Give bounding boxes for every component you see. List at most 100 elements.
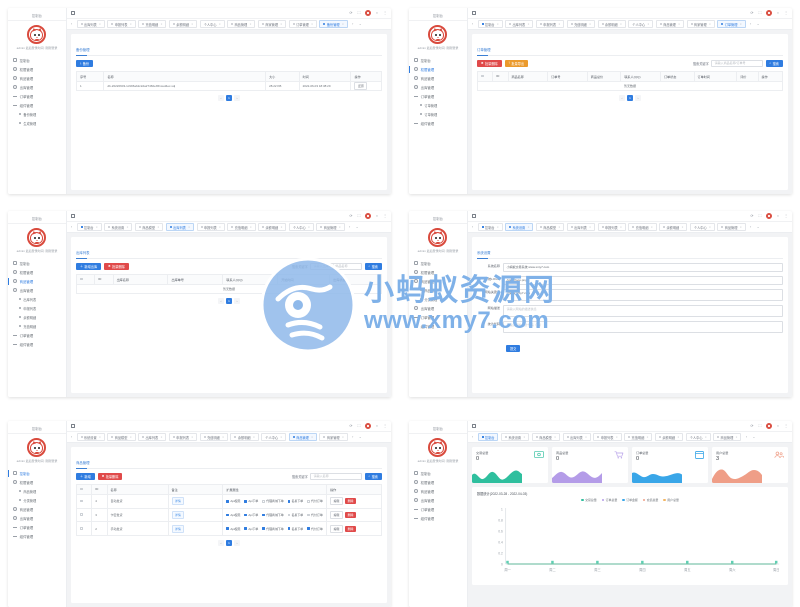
theme-icon[interactable]: ▪: [376, 214, 378, 218]
sidebar-item-order[interactable]: 订单管理: [409, 313, 467, 322]
close-icon[interactable]: ×: [311, 22, 313, 26]
tab-declare-list[interactable]: 申报列表 ×: [168, 433, 198, 441]
page-1[interactable]: 1: [627, 95, 633, 102]
close-icon[interactable]: ×: [342, 22, 344, 26]
tab-declare-list[interactable]: 申报列表 ×: [535, 20, 565, 28]
sidebar-item-component[interactable]: 组件管理: [409, 322, 467, 331]
tab-scroll-left[interactable]: ‹: [471, 435, 474, 439]
tab-recharge-detail[interactable]: 充值明细 ×: [628, 223, 657, 231]
more-icon[interactable]: ⋮: [383, 214, 387, 218]
tab-dashboard[interactable]: 控制台 ×: [76, 223, 102, 231]
tab-scroll-right[interactable]: ›: [749, 225, 752, 229]
sidebar-item-dashboard[interactable]: 控制台: [409, 56, 467, 65]
sidebar-subitem-order-mgmt[interactable]: 订单管理: [409, 101, 467, 110]
add-button[interactable]: ＋新增: [76, 472, 95, 480]
tab-dashboard[interactable]: 控制台 ×: [477, 223, 503, 231]
tab-declare-list[interactable]: 申报列表 ×: [107, 20, 136, 28]
tab-profile[interactable]: 个人中心 ×: [199, 20, 225, 28]
close-icon[interactable]: ×: [280, 435, 283, 439]
sidebar-item-component[interactable]: 组件管理: [8, 532, 66, 541]
sidebar-item-permission[interactable]: 权限管理: [409, 478, 467, 487]
sidebar-item-dashboard[interactable]: 控制台: [8, 259, 66, 268]
close-icon[interactable]: ×: [342, 435, 344, 439]
close-icon[interactable]: ×: [219, 225, 221, 229]
tab-scroll-left[interactable]: ‹: [471, 225, 474, 229]
sidebar-subitem-generate[interactable]: 生成管理: [8, 119, 66, 128]
tab-recharge-detail[interactable]: 充值明细 ×: [624, 433, 653, 441]
menu-icon[interactable]: [472, 214, 476, 218]
sidebar-item-component[interactable]: 组件管理: [409, 119, 467, 128]
sidebar-item-goods[interactable]: 商品管理: [8, 505, 66, 514]
page-prev[interactable]: ‹: [218, 298, 224, 305]
close-icon[interactable]: ×: [160, 22, 163, 26]
sidebar-item-order[interactable]: 订单管理: [8, 92, 66, 101]
tab-balance-detail[interactable]: 余额明细 ×: [230, 433, 259, 441]
legend-item[interactable]: 订单总量: [601, 498, 617, 502]
sidebar-item-permission[interactable]: 权限管理: [409, 268, 467, 277]
menu-icon[interactable]: [472, 11, 476, 15]
close-icon[interactable]: ×: [620, 22, 622, 26]
perm-item[interactable]: 名星下单: [287, 499, 303, 503]
tab-declare-list[interactable]: 申报列表 ×: [196, 223, 225, 231]
perm-item[interactable]: Api权限: [226, 499, 240, 503]
tab-declare-list[interactable]: 申报列表 ×: [593, 433, 622, 441]
chevron-down-icon[interactable]: ⌄: [756, 225, 760, 229]
close-icon[interactable]: ×: [585, 435, 587, 439]
close-icon[interactable]: ×: [218, 22, 221, 26]
tab-profile[interactable]: 个人中心 ×: [685, 433, 711, 441]
edit-button[interactable]: 编辑: [330, 524, 344, 533]
legend-item[interactable]: 用户总量: [663, 498, 679, 502]
fullscreen-icon[interactable]: ⛶: [357, 214, 361, 218]
tab-merchant-management[interactable]: 商家管理 ×: [319, 433, 348, 441]
detail-link[interactable]: 详情: [171, 524, 185, 533]
sidebar-item-goods[interactable]: 商品管理: [409, 277, 467, 286]
user-avatar-icon[interactable]: [365, 10, 371, 16]
close-icon[interactable]: ×: [589, 225, 591, 229]
system-name-input[interactable]: 小蚂蚁交易系统 www.xmy7.com: [503, 262, 783, 272]
tab-order-management[interactable]: 订单管理 ×: [717, 20, 746, 28]
sidebar-subitem-category-mgmt[interactable]: 分类管理: [409, 295, 467, 304]
chevron-down-icon[interactable]: ⌄: [752, 435, 756, 439]
close-icon[interactable]: ×: [496, 22, 499, 26]
sidebar-item-permission[interactable]: 权限管理: [409, 65, 467, 74]
delete-button[interactable]: 删除: [345, 498, 357, 505]
sidebar-item-goods[interactable]: 商品管理: [409, 74, 467, 83]
tab-scroll-right[interactable]: ›: [745, 435, 748, 439]
fullscreen-icon[interactable]: ⛶: [758, 424, 762, 428]
tab-outbound-list[interactable]: 出库列表 ×: [566, 223, 595, 231]
tab-profile[interactable]: 个人中心 ×: [288, 223, 314, 231]
theme-icon[interactable]: ▪: [777, 214, 779, 218]
delete-button[interactable]: 删除: [345, 511, 357, 519]
user-avatar-icon[interactable]: [766, 213, 772, 219]
perm-item[interactable]: Api下单: [244, 513, 258, 517]
close-icon[interactable]: ×: [615, 435, 618, 439]
page-1[interactable]: 1: [226, 95, 232, 102]
theme-icon[interactable]: ▪: [376, 424, 378, 428]
sidebar-item-component[interactable]: 组件管理: [8, 340, 66, 349]
close-icon[interactable]: ×: [496, 225, 499, 229]
edit-button[interactable]: 编辑: [330, 497, 344, 506]
user-avatar-icon[interactable]: [766, 423, 772, 429]
system-logo-input[interactable]: /static/logo.png: [503, 275, 783, 285]
tab-goods-management[interactable]: 商品管理 ×: [227, 20, 256, 28]
row-checkbox[interactable]: [80, 527, 83, 530]
refresh-icon[interactable]: ⟳: [750, 11, 754, 15]
tab-scroll-left[interactable]: ‹: [70, 435, 73, 439]
page-next[interactable]: ›: [234, 95, 240, 102]
perm-item[interactable]: 代付订单: [307, 527, 323, 531]
page-next[interactable]: ›: [635, 95, 641, 102]
more-icon[interactable]: ⋮: [784, 11, 788, 15]
tab-merchant-management[interactable]: 商家管理 ×: [257, 20, 287, 28]
description-textarea[interactable]: 请输入网站的描述信息: [503, 304, 783, 317]
page-1[interactable]: 1: [226, 298, 232, 305]
tab-recharge-detail[interactable]: 充值明细 ×: [566, 20, 595, 28]
sidebar-item-outbound[interactable]: 出库管理: [409, 304, 467, 313]
theme-icon[interactable]: ▪: [777, 424, 779, 428]
select-all-checkbox[interactable]: [80, 487, 83, 491]
sidebar-item-order[interactable]: 订单管理: [8, 331, 66, 340]
sidebar-item-permission[interactable]: 权限管理: [8, 65, 66, 74]
close-icon[interactable]: ×: [681, 225, 684, 229]
page-prev[interactable]: ‹: [218, 95, 224, 102]
close-icon[interactable]: ×: [709, 225, 711, 229]
close-icon[interactable]: ×: [338, 225, 341, 229]
